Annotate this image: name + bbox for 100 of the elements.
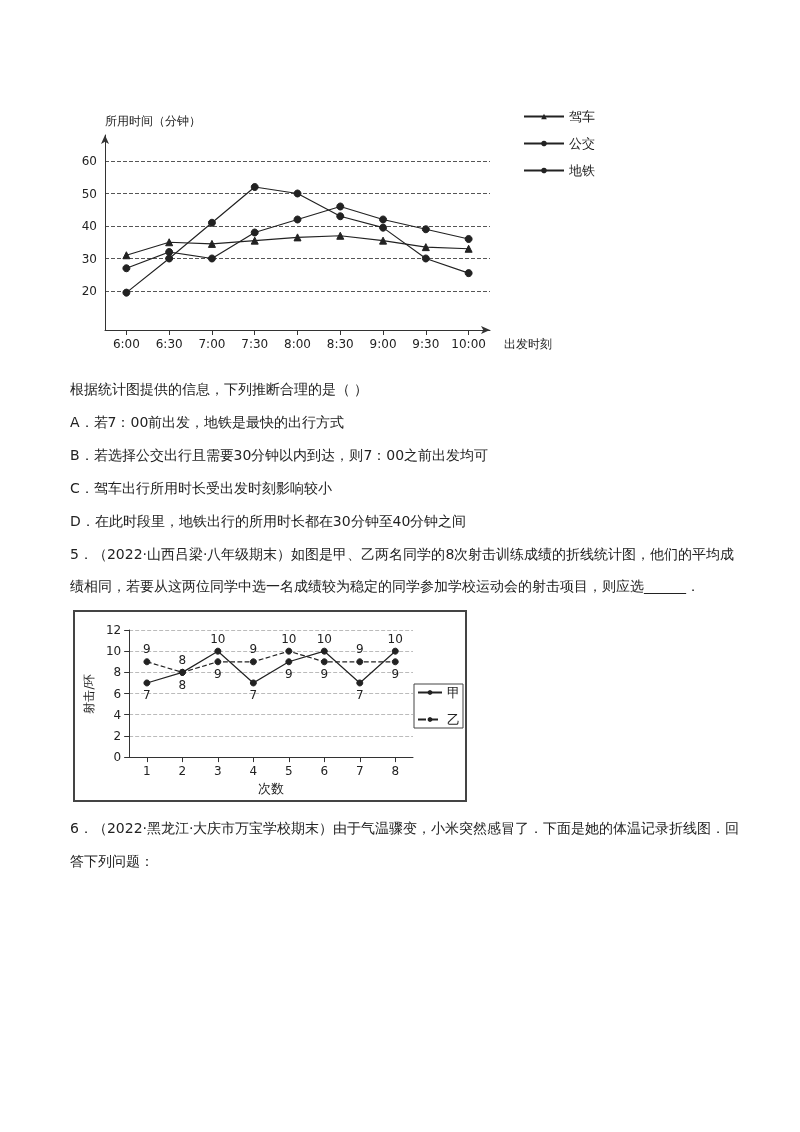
point [356, 679, 364, 687]
x-tick-label: 6:00 [112, 337, 140, 351]
legend-label: 甲 [447, 685, 460, 700]
y-tick-label: 4 [113, 707, 122, 722]
data-label: 9 [355, 642, 364, 657]
point [464, 269, 473, 278]
x-tick-label: 8:00 [284, 337, 311, 351]
data-label: 10 [281, 631, 297, 646]
data-label: 7 [249, 688, 258, 703]
point [122, 288, 131, 297]
y-tick-label: 50 [81, 186, 97, 201]
point [379, 236, 388, 245]
x-tick-label: 2 [178, 764, 187, 779]
point [214, 658, 222, 666]
text: C．驾车出行所用时长受出发时刻影响较小 [70, 479, 333, 498]
point [421, 243, 430, 252]
y-tick-label: 6 [113, 686, 122, 701]
x-tick-label: 5 [285, 764, 293, 779]
x-tick-label: 9:30 [412, 337, 440, 351]
data-label: 9 [391, 667, 400, 682]
point [250, 236, 259, 245]
data-label: 7 [143, 688, 151, 703]
y-tick-label: 30 [81, 251, 97, 266]
legend-label: 驾车 [569, 109, 595, 124]
data-label: 9 [285, 667, 293, 682]
point [165, 248, 174, 256]
x-tick-label: 7 [355, 764, 364, 779]
point [207, 218, 216, 227]
x-tick-label: 10:00 [451, 337, 486, 351]
point [391, 647, 399, 655]
point [249, 658, 257, 666]
x-tick-label: 8:30 [326, 337, 354, 351]
text: A．若7：00前出发，地铁是最快的出行方式 [70, 413, 346, 432]
point [250, 183, 259, 191]
x-tick-label: 1 [143, 764, 151, 779]
data-label: 8 [178, 652, 187, 667]
x-tick-label: 4 [249, 764, 258, 779]
point [336, 231, 345, 240]
data-label: 10 [387, 631, 403, 646]
point [214, 647, 222, 655]
point [250, 228, 259, 237]
text: B．若选择公交出行且需要30分钟以内到达，则7：00之前出发均可 [70, 446, 490, 465]
point [165, 238, 174, 247]
data-label: 9 [214, 667, 222, 682]
y-tick-label: 60 [81, 154, 97, 168]
point [379, 223, 388, 232]
data-label: 9 [320, 667, 329, 682]
point [122, 264, 131, 273]
y-tick-label: 12 [105, 623, 122, 637]
y-tick-label: 20 [81, 284, 97, 298]
point [336, 212, 345, 221]
x-tick-label: 6:30 [155, 337, 183, 351]
chart-title: 5．（2022·山西吕梁·八年级期末）如图是甲、乙两名同学的8次射击训练成绩的折线统计图，他们的平均成绩相同，若要从这两位同学中选一名成绩较为稳定的同学参加学校运动会的射击项目，则应选______． [70, 545, 736, 596]
data-label: 7 [355, 688, 364, 703]
x-tick-label: 9:00 [369, 337, 397, 351]
legend-label: 地铁 [568, 163, 595, 178]
point [285, 647, 293, 655]
point [421, 254, 430, 263]
point [207, 254, 216, 263]
point [207, 239, 216, 248]
point [320, 658, 328, 666]
text: 根据统计图提供的信息，下列推断合理的是（ ） [70, 380, 370, 399]
y-tick-label: 40 [81, 219, 97, 233]
point [293, 215, 302, 224]
point [293, 189, 302, 198]
data-label: 9 [249, 642, 258, 657]
y-tick-label: 2 [113, 728, 122, 743]
y-axis-title: 射击/环 [82, 673, 96, 714]
x-tick-label: 7:30 [241, 337, 269, 351]
x-tick-label: 7:00 [198, 337, 226, 351]
point [379, 215, 388, 224]
point [249, 679, 257, 687]
x-axis-title: 次数 [258, 781, 285, 796]
y-tick-label: 0 [113, 750, 122, 765]
point [464, 235, 473, 243]
point [143, 658, 151, 666]
point [143, 679, 151, 687]
y-tick-label: 10 [105, 644, 122, 659]
data-label: 8 [178, 677, 187, 692]
legend-label: 公交 [569, 136, 595, 151]
x-axis-title: 出发时刻 [504, 337, 552, 351]
x-tick-label: 3 [214, 764, 222, 779]
point [293, 233, 302, 242]
x-tick-label: 6 [320, 764, 329, 779]
legend-label: 乙 [447, 712, 460, 727]
y-tick-label: 8 [113, 665, 122, 680]
data-label: 9 [143, 642, 151, 657]
point [165, 254, 174, 263]
point [391, 658, 399, 666]
point [285, 658, 293, 666]
y-axis-title: 所用时间（分钟） [105, 114, 201, 128]
x-tick-label: 8 [391, 764, 400, 779]
data-label: 10 [210, 631, 226, 646]
point [336, 202, 345, 211]
point [320, 647, 328, 655]
point [421, 225, 430, 234]
text: D．在此时段里，地铁出行的所用时长都在30分钟至40分钟之间 [70, 512, 468, 531]
text: 6．（2022·黑龙江·大庆市万宝学校期末）由于气温骤变，小米突然感冒了．下面是她的体温记录折线图．回答下列问题： [70, 820, 740, 869]
point [464, 244, 473, 253]
data-label: 10 [316, 631, 332, 646]
